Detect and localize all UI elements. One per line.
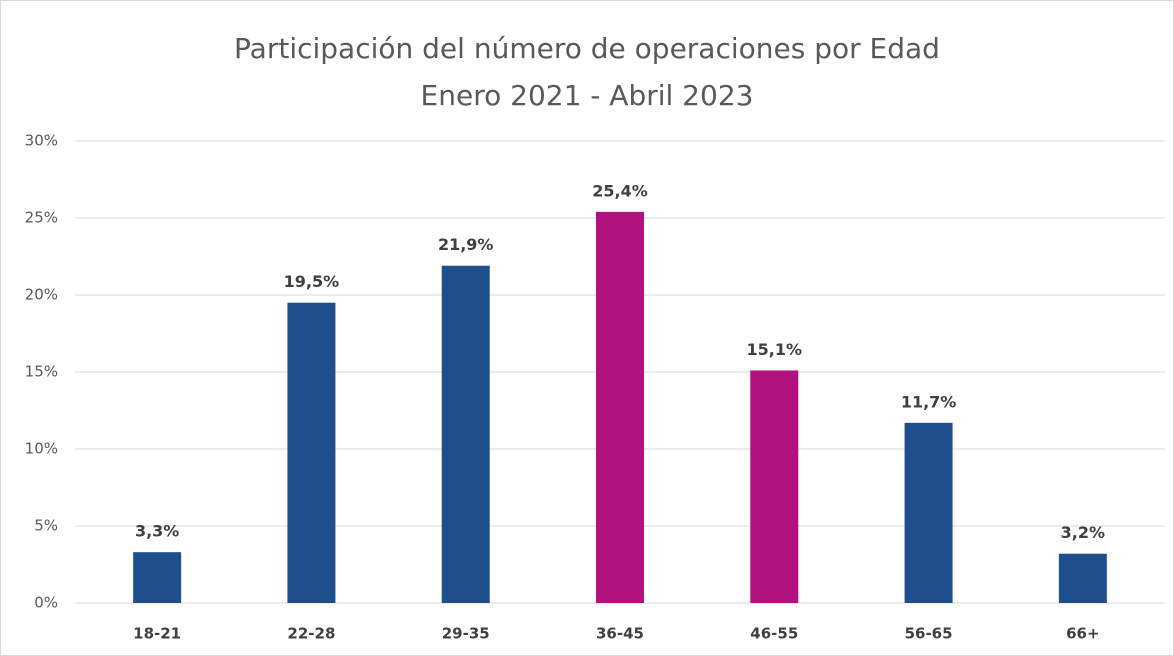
x-tick-label: 36-45 <box>596 625 644 643</box>
y-tick-label: 25% <box>25 209 58 227</box>
data-label: 3,3% <box>135 522 179 541</box>
x-tick-label: 22-28 <box>287 625 335 643</box>
chart-subtitle: Enero 2021 - Abril 2023 <box>421 79 754 112</box>
x-tick-label: 66+ <box>1066 625 1099 643</box>
bar <box>133 552 182 603</box>
bar <box>750 370 799 603</box>
bar <box>904 422 953 603</box>
data-label: 11,7% <box>901 392 957 411</box>
y-tick-label: 10% <box>25 440 58 458</box>
x-tick-label: 56-65 <box>905 625 953 643</box>
data-label: 15,1% <box>747 340 803 359</box>
bar <box>287 302 336 603</box>
data-label: 3,2% <box>1061 523 1105 542</box>
chart-title: Participación del número de operaciones … <box>234 32 940 65</box>
data-label: 19,5% <box>284 272 340 291</box>
y-tick-label: 0% <box>34 594 58 612</box>
data-label: 21,9% <box>438 235 494 254</box>
y-tick-label: 15% <box>25 363 58 381</box>
bar <box>596 211 644 603</box>
y-tick-label: 20% <box>25 286 58 304</box>
bar <box>1058 553 1107 603</box>
x-tick-label: 18-21 <box>133 625 181 643</box>
y-tick-label: 30% <box>25 132 58 150</box>
x-tick-label: 46-55 <box>750 625 798 643</box>
x-tick-label: 29-35 <box>442 625 490 643</box>
y-tick-label: 5% <box>34 517 58 535</box>
data-label: 25,4% <box>592 181 648 200</box>
bar <box>441 265 490 603</box>
